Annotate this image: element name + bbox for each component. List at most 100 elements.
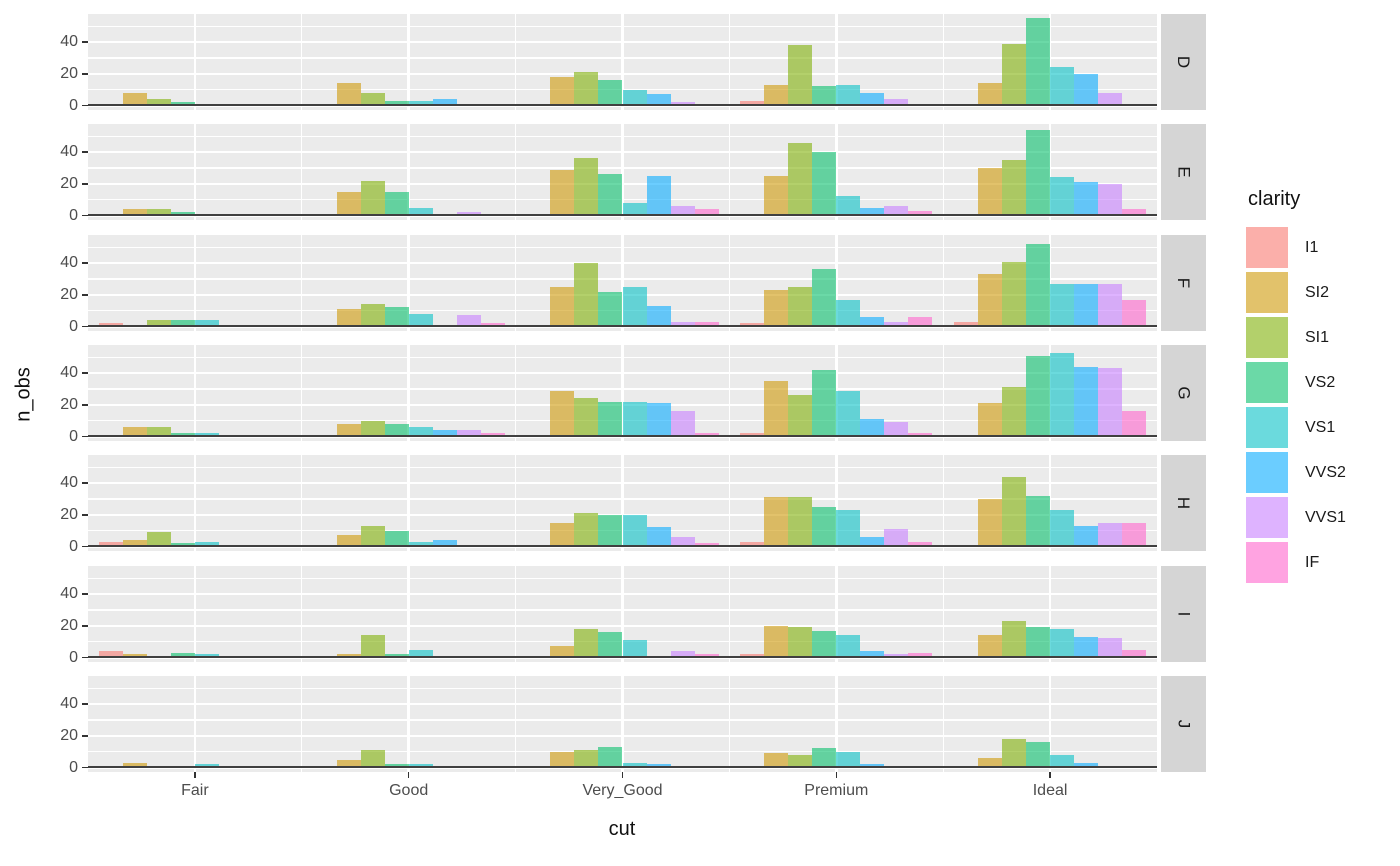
bar-F-Very_Good-VS2 xyxy=(598,291,623,327)
h-gridline xyxy=(88,182,1157,186)
v-gridline xyxy=(942,566,944,662)
facet-strip-label: G xyxy=(1174,386,1194,400)
bar-I-Good-SI2 xyxy=(336,654,361,658)
bar-G-Premium-I1 xyxy=(740,433,765,437)
legend-swatch-SI2 xyxy=(1246,272,1288,313)
bar-J-Good-SI1 xyxy=(360,750,385,768)
bar-G-Ideal-IF xyxy=(1122,411,1147,437)
bar-D-Ideal-VS1 xyxy=(1050,67,1075,106)
h-gridline xyxy=(88,751,1157,753)
bar-H-Premium-VS2 xyxy=(812,506,837,547)
bar-I-Good-SI1 xyxy=(360,635,385,658)
bar-F-Very_Good-SI1 xyxy=(574,263,599,327)
v-gridline xyxy=(514,455,517,551)
bar-F-Good-VVS1 xyxy=(456,315,481,327)
v-gridline xyxy=(193,235,197,331)
h-gridline xyxy=(88,513,1157,517)
bar-J-Ideal-VVS2 xyxy=(1074,762,1099,768)
bar-I-Fair-VS2 xyxy=(170,652,195,658)
bar-F-Good-SI2 xyxy=(336,309,361,327)
bar-I-Premium-IF xyxy=(908,652,933,658)
bar-J-Ideal-SI1 xyxy=(1002,738,1027,768)
bar-E-Ideal-SI1 xyxy=(1002,160,1027,216)
bar-F-Good-IF xyxy=(480,323,505,327)
bar-E-Very_Good-VS1 xyxy=(622,202,647,216)
x-tick-mark xyxy=(407,772,410,778)
bar-G-Fair-SI2 xyxy=(122,427,147,437)
bar-F-Ideal-SI1 xyxy=(1002,261,1027,327)
facet-strip-label: H xyxy=(1174,496,1194,510)
legend-item-VS1: VS1 xyxy=(1246,407,1346,448)
v-gridline xyxy=(942,124,944,220)
legend-title: clarity xyxy=(1248,188,1301,210)
v-gridline xyxy=(514,676,517,772)
v-gridline xyxy=(1048,124,1052,220)
h-gridline xyxy=(88,167,1157,169)
h-gridline xyxy=(88,89,1157,91)
bar-F-Fair-SI1 xyxy=(146,320,171,327)
bar-E-Premium-VS2 xyxy=(812,152,837,216)
legend-item-SI2: SI2 xyxy=(1246,272,1346,313)
bar-H-Premium-VVS1 xyxy=(884,529,909,547)
v-gridline xyxy=(621,566,624,662)
bar-H-Ideal-VVS2 xyxy=(1074,525,1099,547)
v-gridline xyxy=(835,14,838,110)
y-tick-label: 20 xyxy=(60,64,78,82)
v-gridline xyxy=(514,345,517,441)
v-gridline xyxy=(301,14,303,110)
bar-I-Premium-VVS1 xyxy=(884,654,909,658)
legend-label: VS2 xyxy=(1305,373,1336,391)
y-tick-mark xyxy=(82,372,88,374)
bar-F-Good-VS1 xyxy=(408,313,433,327)
y-tick-label: 0 xyxy=(69,758,78,776)
bar-E-Ideal-VS1 xyxy=(1050,177,1075,216)
bar-H-Very_Good-VS2 xyxy=(598,514,623,547)
bar-I-Very_Good-SI1 xyxy=(574,628,599,658)
bar-H-Ideal-SI1 xyxy=(1002,476,1027,547)
bar-H-Very_Good-VS1 xyxy=(622,514,647,547)
h-gridline xyxy=(88,72,1157,76)
bar-E-Ideal-VVS1 xyxy=(1098,183,1123,216)
v-gridline xyxy=(942,455,944,551)
v-gridline xyxy=(1048,455,1052,551)
legend-item-SI1: SI1 xyxy=(1246,317,1346,358)
x-tick-mark xyxy=(194,772,196,778)
v-gridline xyxy=(942,235,944,331)
v-gridline xyxy=(621,235,624,331)
bar-D-Premium-I1 xyxy=(740,100,765,106)
v-gridline xyxy=(835,676,838,772)
bar-J-Premium-VS2 xyxy=(812,748,837,768)
h-gridline xyxy=(88,278,1157,280)
h-gridline xyxy=(88,719,1157,721)
bar-D-Premium-VS2 xyxy=(812,86,837,106)
h-gridline xyxy=(88,40,1157,44)
legend-item-I1: I1 xyxy=(1246,227,1346,268)
bar-I-Good-VS2 xyxy=(384,654,409,658)
bar-G-Premium-VVS1 xyxy=(884,422,909,437)
bar-H-Ideal-VS2 xyxy=(1026,495,1051,547)
y-tick-label: 0 xyxy=(69,317,78,335)
bar-F-Premium-I1 xyxy=(740,323,765,327)
bar-H-Ideal-IF xyxy=(1122,522,1147,547)
v-gridline xyxy=(621,676,624,772)
v-gridline xyxy=(193,14,197,110)
facet-strip-label: E xyxy=(1174,166,1194,178)
zero-line xyxy=(88,435,1157,437)
legend-swatch-VS1 xyxy=(1246,407,1288,448)
v-gridline xyxy=(514,566,517,662)
bar-I-Ideal-VVS1 xyxy=(1098,638,1123,658)
bar-F-Very_Good-VVS2 xyxy=(646,305,671,327)
h-gridline xyxy=(88,687,1157,689)
bar-G-Premium-IF xyxy=(908,433,933,437)
v-gridline xyxy=(621,345,624,441)
bar-J-Premium-SI2 xyxy=(764,753,789,768)
v-gridline xyxy=(728,235,731,331)
bar-F-Premium-VVS2 xyxy=(860,317,885,327)
bar-D-Very_Good-VS1 xyxy=(622,89,647,106)
bar-G-Good-VVS1 xyxy=(456,430,481,437)
bar-D-Premium-VVS2 xyxy=(860,92,885,106)
v-gridline xyxy=(728,676,731,772)
y-tick-label: 0 xyxy=(69,427,78,445)
h-gridline xyxy=(88,592,1157,596)
x-tick-mark xyxy=(835,772,838,778)
